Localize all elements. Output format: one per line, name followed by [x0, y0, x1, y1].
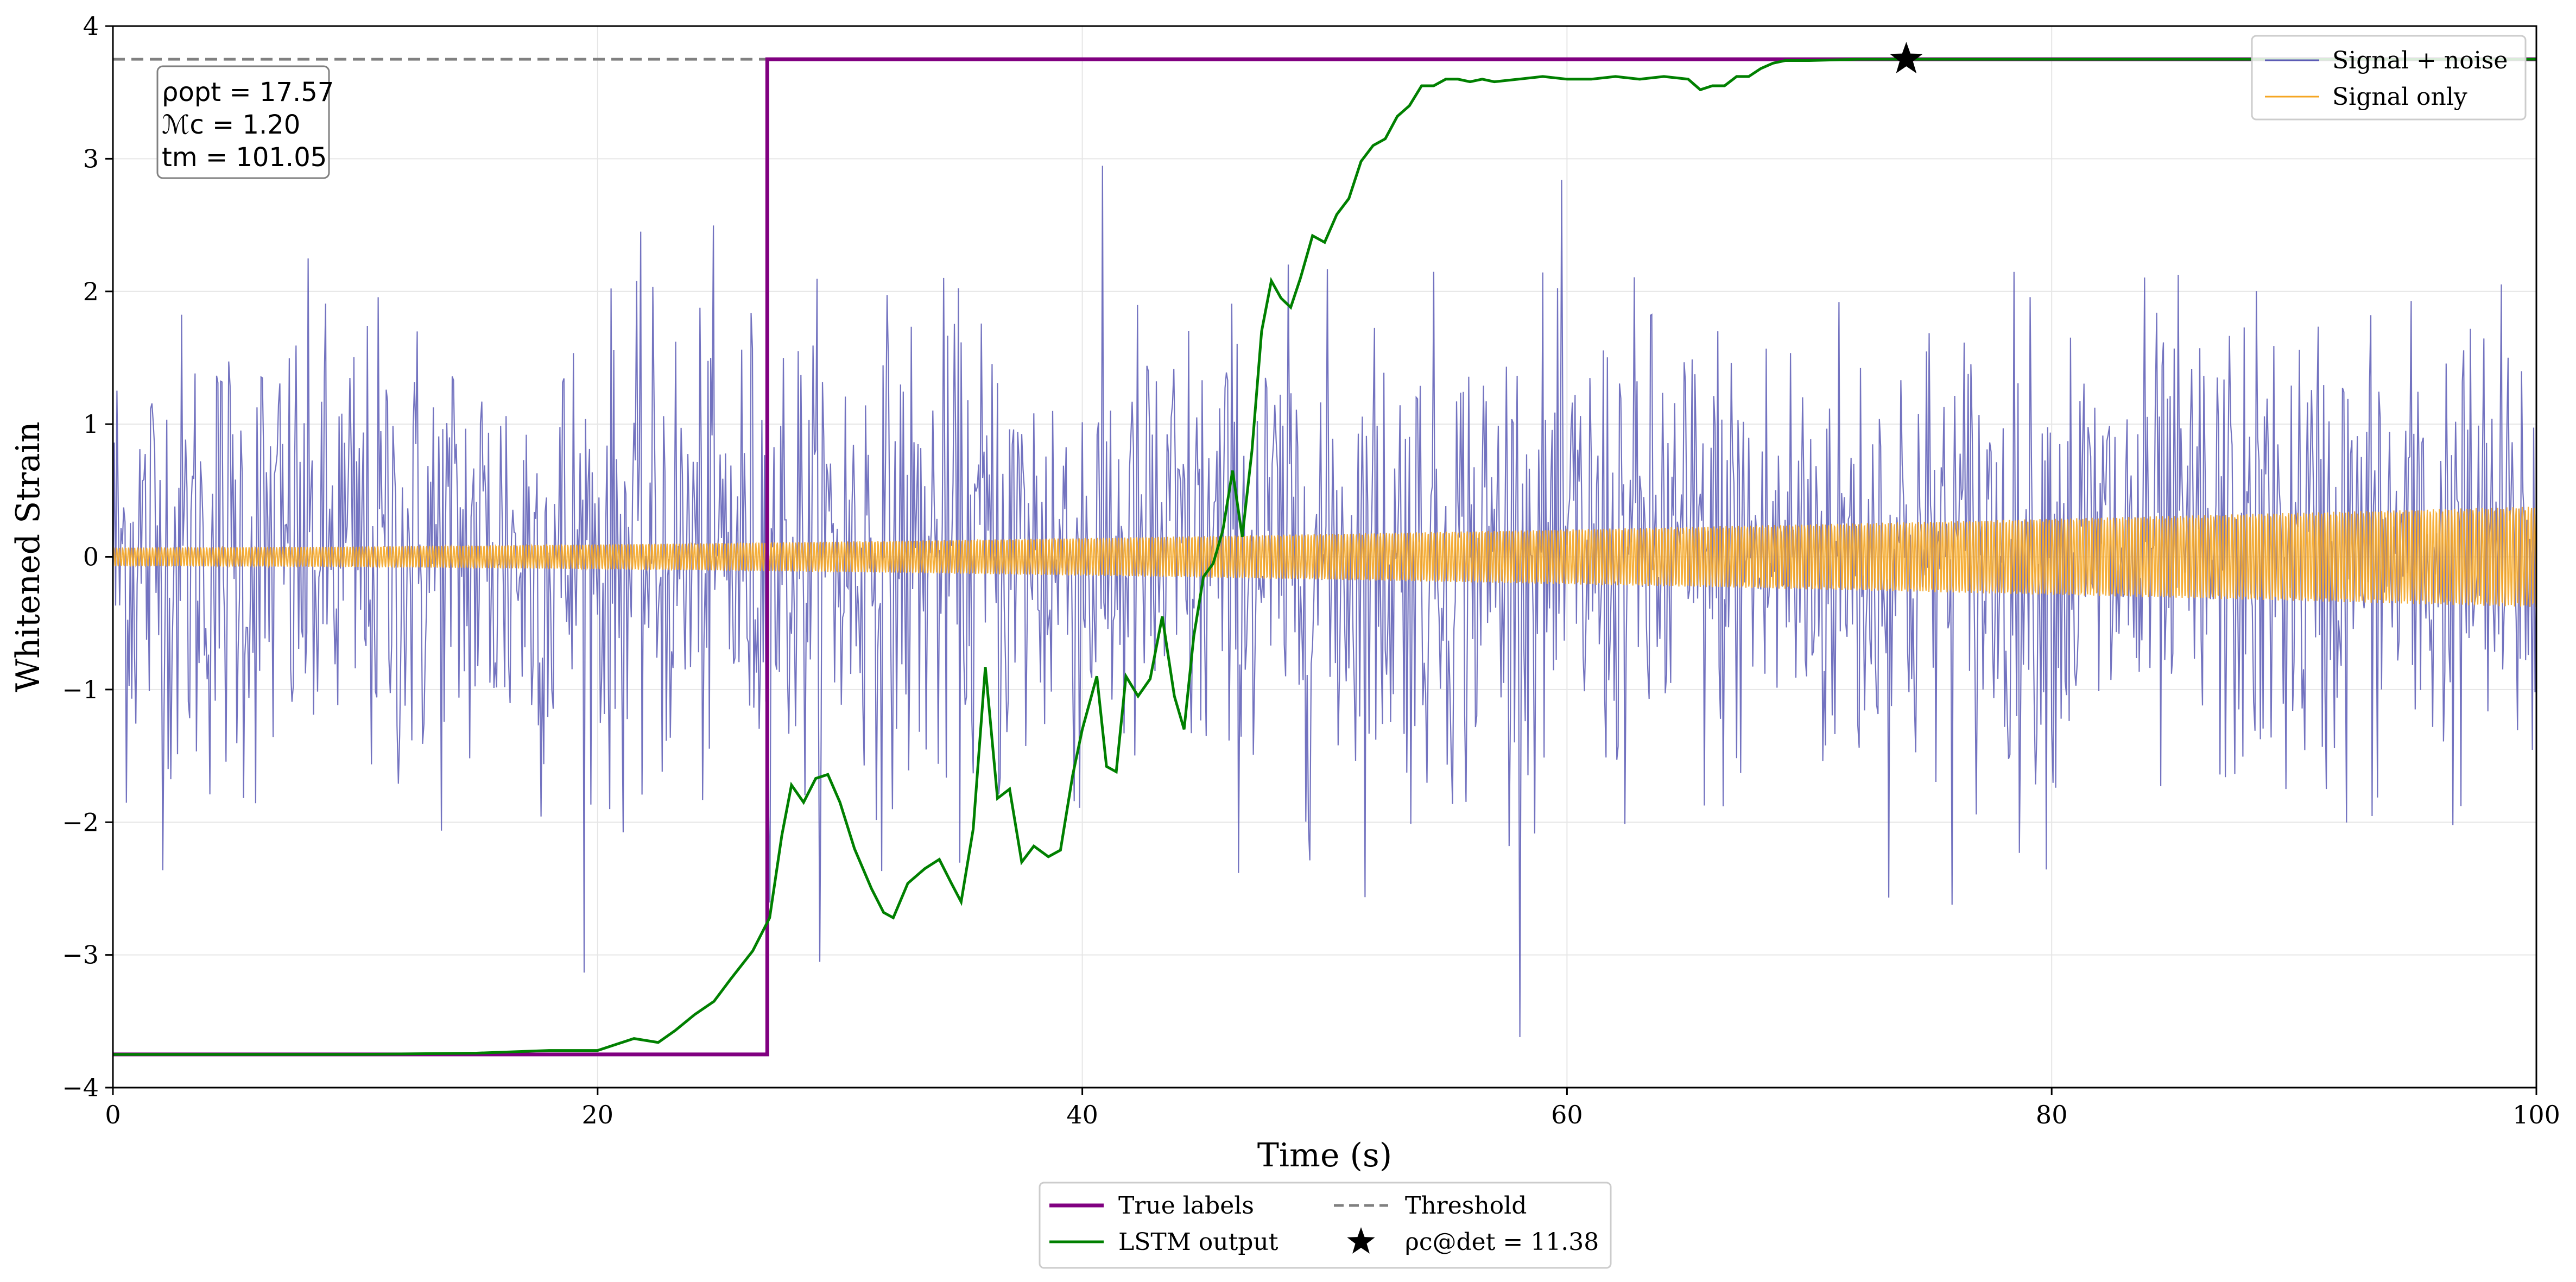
info-box-background: [156, 65, 330, 179]
legend-label-true-labels: True labels: [1118, 1192, 1254, 1220]
info-merger-time: tm = 101.05: [162, 142, 327, 173]
y-tick-label: 4: [83, 11, 99, 41]
y-tick-label: −2: [62, 807, 99, 837]
series-layer: [112, 57, 2537, 1057]
detection-star-icon: [1889, 42, 1923, 73]
x-tick-label: 20: [582, 1100, 614, 1129]
legend-label-threshold: Threshold: [1405, 1192, 1527, 1220]
annotation-layer: [1889, 42, 1923, 73]
y-tick-label: 1: [83, 409, 99, 439]
x-tick-label: 100: [2512, 1100, 2560, 1129]
y-tick-label: 2: [83, 277, 99, 306]
x-tick-label: 80: [2036, 1100, 2068, 1129]
x-tick-label: 40: [1066, 1100, 1098, 1129]
series-signal-only: [112, 507, 2537, 608]
y-tick-label: −3: [62, 940, 99, 970]
legend-label-signal-noise: Signal + noise: [2332, 47, 2508, 74]
info-box: ρopt = 17.57 ℳc = 1.20 tm = 101.05: [156, 65, 334, 179]
y-tick-label: −1: [62, 675, 99, 704]
legend-upper-background: [2251, 35, 2527, 121]
y-tick-label: 0: [83, 542, 99, 572]
series-signal-noise: [112, 166, 2537, 1038]
y-axis-label: Whitened Strain: [9, 421, 47, 692]
legend-label-lstm-output: LSTM output: [1118, 1228, 1278, 1256]
legend-star-icon: [1347, 1227, 1375, 1254]
legend-lower-background: [1039, 1182, 1612, 1269]
tick-layer: 0 20 40 60 80 100 −4 −3 −2 −1 0 1 2 3 4: [62, 11, 2560, 1129]
x-tick-label: 60: [1551, 1100, 1583, 1129]
series-lstm-output: [113, 58, 2536, 1056]
x-tick-label: 0: [105, 1100, 121, 1129]
x-axis-label: Time (s): [1257, 1136, 1392, 1174]
info-chirp-mass: ℳc = 1.20: [162, 110, 300, 140]
info-rho-opt: ρopt = 17.57: [162, 77, 334, 108]
y-tick-label: 3: [83, 144, 99, 173]
y-tick-label: −4: [62, 1073, 99, 1102]
legend-upper: Signal + noise Signal only: [2251, 35, 2527, 121]
legend-label-signal-only: Signal only: [2332, 83, 2467, 111]
legend-label-detection: ρc@det = 11.38: [1405, 1228, 1599, 1256]
legend-lower: True labels LSTM output Threshold ρc@det…: [1039, 1182, 1612, 1269]
